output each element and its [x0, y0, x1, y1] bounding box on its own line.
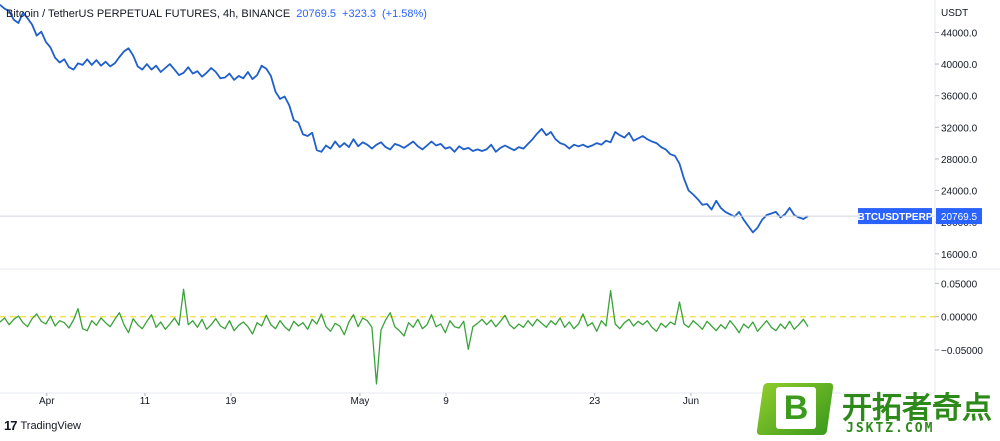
- oscillator-pane[interactable]: [0, 288, 935, 385]
- time-axis-tick-label: 11: [140, 396, 151, 407]
- tradingview-logo[interactable]: 17 TradingView: [4, 418, 81, 433]
- time-axis-tick-label: 9: [443, 396, 449, 407]
- price-axis-tick-label: 36000.0: [941, 92, 978, 103]
- time-axis[interactable]: Apr1119May923Jun13: [39, 393, 831, 407]
- price-axis-tick-label: 24000.0: [941, 187, 978, 198]
- last-price-label: BTCUSDTPERP 20769.5: [857, 208, 982, 225]
- symbol-label-box: [858, 208, 932, 225]
- watermark-url: JSKTZ.COM: [846, 421, 935, 436]
- time-axis-tick-label: 23: [589, 396, 601, 407]
- time-axis-tick-label: Jun: [683, 396, 699, 407]
- time-axis-tick-label: 19: [225, 396, 237, 407]
- price-pane[interactable]: [0, 4, 935, 234]
- time-axis-tick-label: May: [351, 396, 370, 407]
- oscillator-axis-tick-label: −0.05000: [941, 346, 983, 357]
- symbol-label-text: BTCUSDTPERP: [857, 212, 932, 223]
- time-axis-tick-label: Apr: [39, 396, 55, 407]
- watermark-text: 开拓者奇点: [842, 391, 992, 426]
- oscillator-series-line: [0, 288, 809, 385]
- price-axis-tick-label: 16000.0: [941, 250, 978, 261]
- price-change-percent: (+1.58%): [381, 8, 427, 20]
- price-axis-tick-label: 40000.0: [941, 60, 978, 71]
- price-axis-unit: USDT: [941, 8, 968, 19]
- tradingview-name: TradingView: [20, 419, 82, 432]
- watermark: B 开拓者奇点 JSKTZ.COM: [756, 383, 996, 439]
- price-label-text: 20769.5: [941, 212, 978, 223]
- symbol-title[interactable]: Bitcoin / TetherUS PERPETUAL FUTURES, 4h…: [6, 8, 291, 20]
- price-series-line: [0, 4, 809, 234]
- oscillator-axis-tick-label: 0.00000: [941, 313, 978, 324]
- price-axis-tick-label: 44000.0: [941, 28, 978, 39]
- price-label-box: [936, 208, 982, 225]
- chart-legend: Bitcoin / TetherUS PERPETUAL FUTURES, 4h…: [6, 8, 427, 20]
- oscillator-axis[interactable]: 0.05000 0.00000 −0.05000: [935, 279, 983, 357]
- watermark-badge-letter: B: [776, 387, 816, 429]
- price-change: +323.3: [342, 8, 376, 20]
- last-price: 20769.5: [296, 8, 337, 20]
- oscillator-axis-tick-label: 0.05000: [941, 279, 978, 290]
- price-axis-tick-label: 28000.0: [941, 155, 978, 166]
- price-axis-tick-label: 32000.0: [941, 123, 978, 134]
- grid-lines: [0, 0, 1000, 394]
- tradingview-mark-icon: 17: [4, 418, 18, 433]
